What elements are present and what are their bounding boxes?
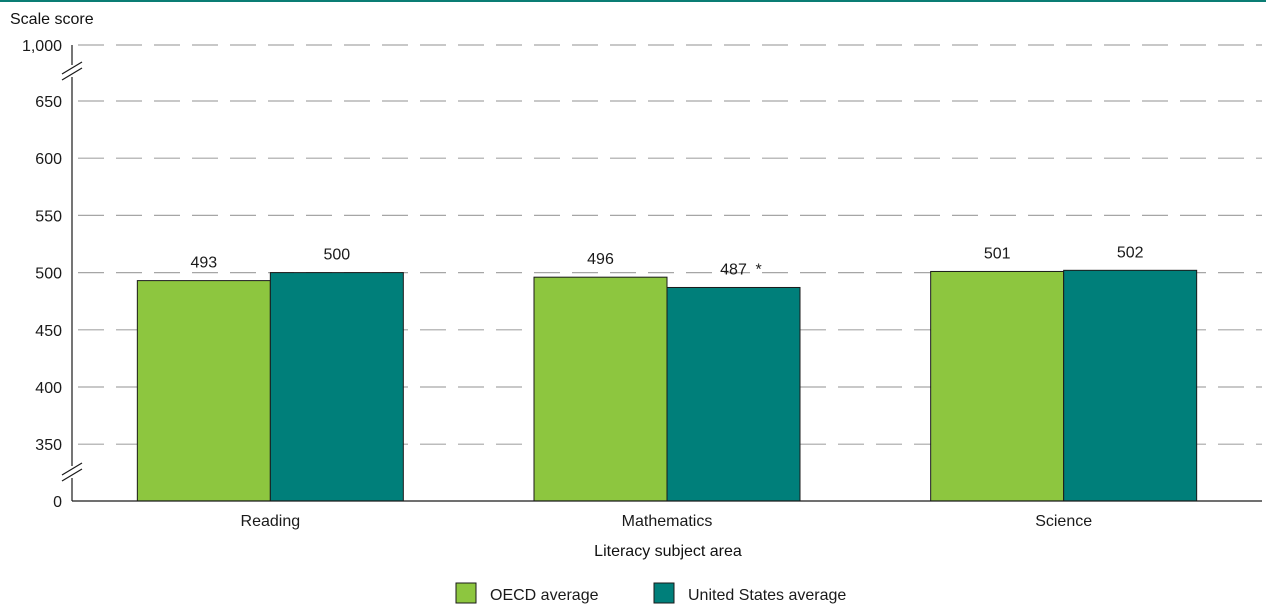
axis-break-mark bbox=[61, 61, 83, 75]
bar-value-label: 500 bbox=[323, 247, 350, 264]
x-axis-title: Literacy subject area bbox=[594, 543, 742, 560]
y-axis-title: Scale score bbox=[10, 11, 94, 28]
bar-value-label: 501 bbox=[984, 245, 1011, 262]
y-tick-label: 450 bbox=[35, 323, 62, 340]
y-tick-label: 650 bbox=[35, 94, 62, 111]
y-tick-label: 400 bbox=[35, 380, 62, 397]
top-rule bbox=[0, 0, 1266, 2]
legend-label: OECD average bbox=[490, 587, 599, 604]
y-tick-label: 0 bbox=[53, 494, 62, 511]
y-tick-label: 550 bbox=[35, 208, 62, 225]
legend-swatch bbox=[653, 582, 675, 604]
y-tick-label: 500 bbox=[35, 266, 62, 283]
y-axis-ticks: 1,000 650 600 550 500 450 400 350 0 bbox=[22, 38, 62, 511]
legend-label: United States average bbox=[688, 587, 846, 604]
x-category-label: Science bbox=[1035, 513, 1092, 530]
bar-value-label: 493 bbox=[190, 255, 217, 272]
bars: 493 500 496 487 * 501 502 bbox=[136, 244, 1198, 502]
bar-value-label: 487 bbox=[720, 261, 747, 278]
y-tick-label: 1,000 bbox=[22, 38, 62, 55]
bar bbox=[666, 286, 801, 502]
axes bbox=[61, 45, 1262, 502]
significance-marker: * bbox=[756, 261, 762, 278]
legend: OECD average United States average bbox=[455, 582, 846, 604]
x-axis-categories: Reading Mathematics Science bbox=[241, 513, 1093, 530]
bar bbox=[1063, 269, 1198, 502]
bar bbox=[136, 280, 271, 502]
bar-value-label: 502 bbox=[1117, 244, 1144, 261]
legend-swatch bbox=[455, 582, 477, 604]
axis-break-mark bbox=[61, 462, 83, 476]
y-tick-label: 600 bbox=[35, 151, 62, 168]
bar bbox=[269, 272, 404, 502]
x-category-label: Reading bbox=[241, 513, 301, 530]
x-category-label: Mathematics bbox=[622, 513, 713, 530]
bar-value-label: 496 bbox=[587, 251, 614, 268]
y-tick-label: 350 bbox=[35, 437, 62, 454]
bar bbox=[930, 270, 1065, 502]
bar bbox=[533, 276, 668, 502]
axis-break-mark bbox=[61, 468, 83, 482]
axis-break-mark bbox=[61, 67, 83, 81]
